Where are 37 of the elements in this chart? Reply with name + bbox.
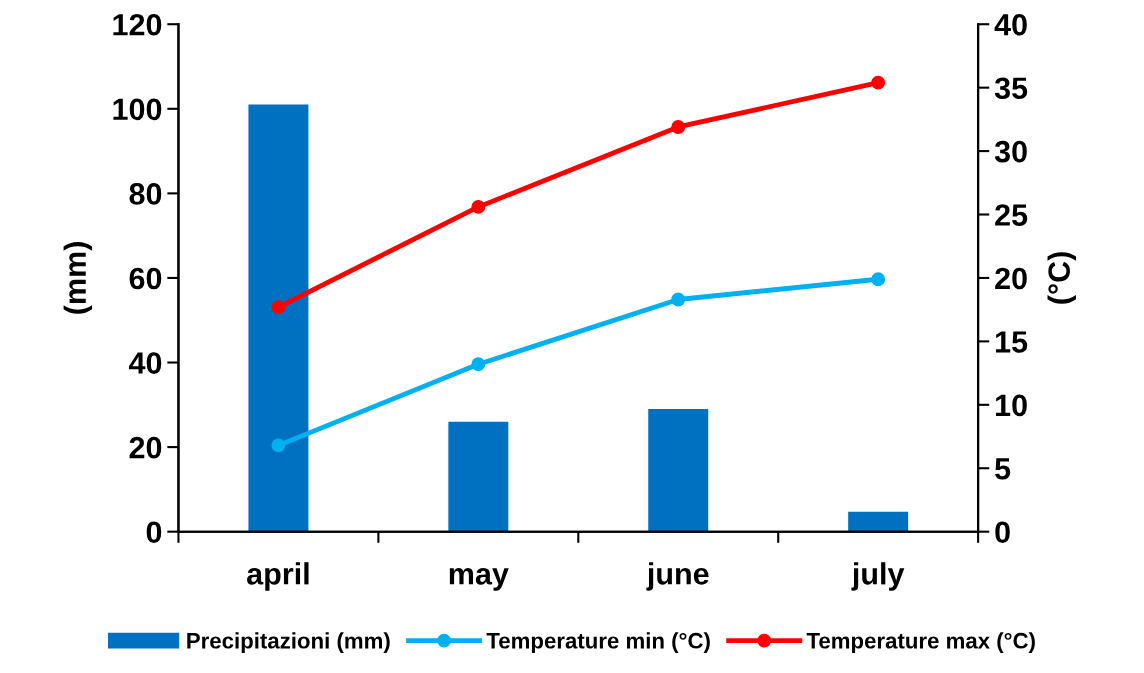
bar bbox=[648, 409, 709, 532]
point bbox=[471, 199, 486, 214]
y2-tick-label: 35 bbox=[994, 77, 1028, 100]
y-tick-label: 60 bbox=[129, 267, 162, 290]
point bbox=[871, 75, 886, 90]
y2-axis-title: (°C) bbox=[1047, 252, 1076, 304]
point bbox=[671, 292, 686, 307]
y2-tick-label: 25 bbox=[995, 204, 1028, 226]
point bbox=[871, 272, 886, 287]
bar bbox=[848, 511, 909, 532]
point bbox=[671, 120, 686, 134]
x-tick-label: april bbox=[247, 562, 309, 591]
y2-tick-label: 0 bbox=[995, 521, 1010, 544]
legend-label: Temperature min (°C) bbox=[486, 632, 710, 653]
y-tick-label: 0 bbox=[146, 521, 162, 544]
x-tick-label: may bbox=[449, 567, 509, 591]
bar bbox=[448, 421, 509, 532]
x-tick-label: july bbox=[851, 562, 905, 591]
y-tick-label: 100 bbox=[113, 98, 162, 121]
legend-label: Temperature max (°C) bbox=[806, 632, 1035, 653]
y2-tick-label: 40 bbox=[994, 13, 1027, 36]
y2-tick-label: 20 bbox=[995, 267, 1027, 290]
point bbox=[271, 438, 286, 453]
point bbox=[271, 300, 286, 315]
x-tick-label: june bbox=[646, 562, 709, 591]
legend-label: Precipitazioni (mm) bbox=[187, 632, 390, 653]
y2-tick-label: 30 bbox=[994, 140, 1027, 163]
point bbox=[471, 357, 486, 372]
y-tick-label: 20 bbox=[129, 436, 162, 459]
y2-tick-label: 5 bbox=[995, 458, 1011, 480]
y-axis-title: (mm) bbox=[63, 242, 93, 314]
y-tick-label: 40 bbox=[128, 352, 162, 374]
y2-tick-label: 10 bbox=[996, 394, 1027, 417]
y-tick-label: 80 bbox=[129, 183, 162, 205]
bar bbox=[248, 104, 309, 532]
y2-tick-label: 15 bbox=[996, 331, 1028, 353]
y-tick-label: 120 bbox=[113, 13, 162, 36]
